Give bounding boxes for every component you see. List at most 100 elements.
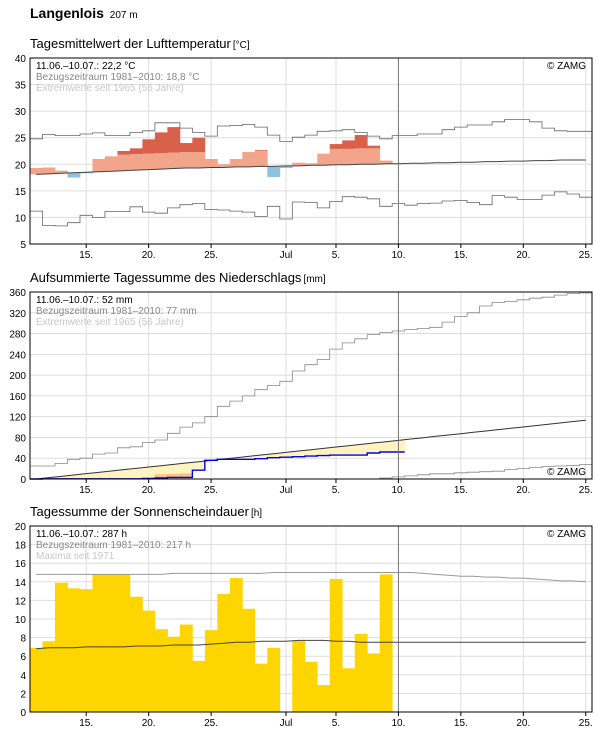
sunshine-bar (217, 593, 231, 712)
temperature-xtick-label: 25. (204, 250, 218, 261)
temperature-anomaly-bar (142, 139, 156, 154)
sunshine-bar (142, 610, 156, 712)
precipitation-deficit-area (342, 445, 356, 456)
sunshine-ytick-label: 6 (20, 652, 26, 663)
temperature-anomaly-bar (129, 154, 143, 171)
temperature-anomaly-bar (129, 148, 143, 155)
temperature-anomaly-bar (229, 158, 243, 167)
precipitation-deficit-area (279, 452, 293, 458)
precipitation-ytick-label: 120 (9, 413, 26, 424)
temperature-anomaly-bar (154, 132, 168, 154)
sunshine-bar (79, 589, 93, 712)
sunshine-info-line: Maxima seit 1971 (36, 551, 115, 562)
precipitation-deficit-area (317, 448, 331, 456)
temperature-anomaly-bar (204, 158, 218, 168)
temperature-anomaly-bar (254, 150, 268, 167)
sunshine-xtick-label: Jul (280, 718, 293, 729)
precipitation-deficit-area (79, 473, 93, 479)
precipitation-deficit-area (104, 471, 118, 479)
sunshine-bar (154, 629, 168, 712)
temperature-unit: [°C] (232, 40, 250, 51)
sunshine-ytick-label: 16 (15, 559, 27, 570)
station-name: Langenlois (30, 5, 104, 21)
sunshine-xtick-label: 25. (579, 718, 593, 729)
temperature-anomaly-bar (367, 145, 381, 149)
temperature-anomaly-bar (317, 153, 331, 166)
temperature-title-text: Tagesmittelwert der Lufttemperatur (30, 36, 231, 51)
temperature-ytick-label: 15 (15, 187, 27, 198)
temperature-anomaly-bar (329, 144, 343, 149)
temperature-anomaly-bar (267, 166, 281, 178)
temperature-anomaly-bar (167, 152, 181, 169)
precipitation-info-line: Bezugszeitraum 1981–2010: 77 mm (36, 306, 197, 317)
precipitation-deficit-area (192, 461, 206, 471)
precipitation-copyright: © ZAMG (547, 467, 586, 478)
precipitation-deficit-area (129, 468, 143, 479)
temperature-xtick-label: 10. (391, 250, 405, 261)
sunshine-bar (42, 641, 56, 712)
sunshine-bar (67, 588, 81, 712)
temperature-info-line: Extremwerte seit 1965 (56 Jahre) (36, 83, 184, 94)
sunshine-ytick-label: 8 (20, 634, 26, 645)
sunshine-ytick-label: 20 (15, 522, 27, 533)
temperature-ytick-label: 20 (15, 160, 27, 171)
precipitation-ytick-label: 40 (15, 454, 27, 465)
sunshine-ytick-label: 14 (15, 578, 27, 589)
temperature-anomaly-bar (117, 151, 131, 155)
temperature-anomaly-bar (167, 127, 181, 153)
temperature-anomaly-bar (117, 154, 131, 171)
temperature-plot-border (29, 57, 593, 245)
precipitation-ytick-label: 240 (9, 350, 26, 361)
precipitation-xtick-label: 25. (204, 485, 218, 496)
temperature-ytick-label: 5 (20, 240, 26, 251)
precipitation-info-line: 11.06.–10.07.: 52 mm (36, 295, 133, 306)
precipitation-max-line (30, 292, 592, 467)
temperature-chart: 5 10 15 20 25 30 35 40 15. 20. 25. Jul 5. 10. 15. 20. 25… (15, 54, 593, 261)
precipitation-ytick-label: 320 (9, 309, 26, 320)
temperature-info-line: 11.06.–10.07.: 22,2 °C (36, 61, 135, 72)
precipitation-climate-line (36, 419, 586, 480)
temperature-ytick-label: 35 (15, 81, 27, 92)
temperature-anomaly-bar (379, 160, 393, 164)
temperature-anomaly-bar (279, 165, 293, 169)
temperature-anomaly-bar (154, 153, 168, 170)
sunshine-bar (242, 608, 256, 712)
precipitation-deficit-area (154, 474, 168, 478)
sunshine-bar (329, 579, 343, 712)
sunshine-climate-line (36, 639, 586, 650)
sunshine-chart: 0 2 4 6 8 10 12 14 16 18 20 15. 20. 25. Jul 5. 10. 15. 20.… (15, 522, 593, 729)
sunshine-bar (167, 636, 181, 712)
precipitation-ytick-label: 200 (9, 371, 26, 382)
sunshine-xtick-label: 15. (454, 718, 468, 729)
sunshine-ytick-label: 4 (20, 671, 26, 682)
precipitation-ytick-label: 0 (20, 475, 26, 486)
precipitation-deficit-area (179, 473, 193, 478)
precipitation-deficit-area (267, 453, 281, 458)
precipitation-deficit-area (329, 447, 343, 456)
sunshine-chart-title: Tagessumme der Sonnenscheindauer [h] (30, 504, 262, 519)
precipitation-plot-border (29, 291, 593, 480)
temperature-anomaly-bar (354, 135, 368, 149)
sunshine-bar (129, 596, 143, 712)
temperature-anomaly-bar (104, 156, 118, 172)
precipitation-chart: 0 40 80 120 160 200 240 280 320 360 15. 20. 25. Jul 5.… (9, 288, 592, 496)
sunshine-max-line (36, 572, 586, 583)
sunshine-xtick-label: 5. (332, 718, 340, 729)
sunshine-bar (367, 653, 381, 712)
sunshine-bar (92, 574, 106, 712)
precipitation-deficit-area (304, 449, 318, 457)
precipitation-deficit-area (67, 475, 81, 479)
precipitation-xtick-label: 15. (79, 485, 93, 496)
temperature-anomaly-bar (367, 148, 381, 165)
sunshine-bar (254, 663, 268, 712)
sunshine-bar (379, 574, 393, 712)
temperature-anomaly-bar (354, 148, 368, 165)
precipitation-deficit-area (379, 441, 393, 452)
sunshine-xtick-label: 20. (516, 718, 530, 729)
station-header: Langenlois 207 m (30, 5, 138, 21)
precipitation-xtick-label: 20. (516, 485, 530, 496)
precipitation-xtick-label: 20. (142, 485, 156, 496)
precipitation-ytick-label: 160 (9, 392, 26, 403)
temperature-ytick-label: 30 (15, 107, 27, 118)
